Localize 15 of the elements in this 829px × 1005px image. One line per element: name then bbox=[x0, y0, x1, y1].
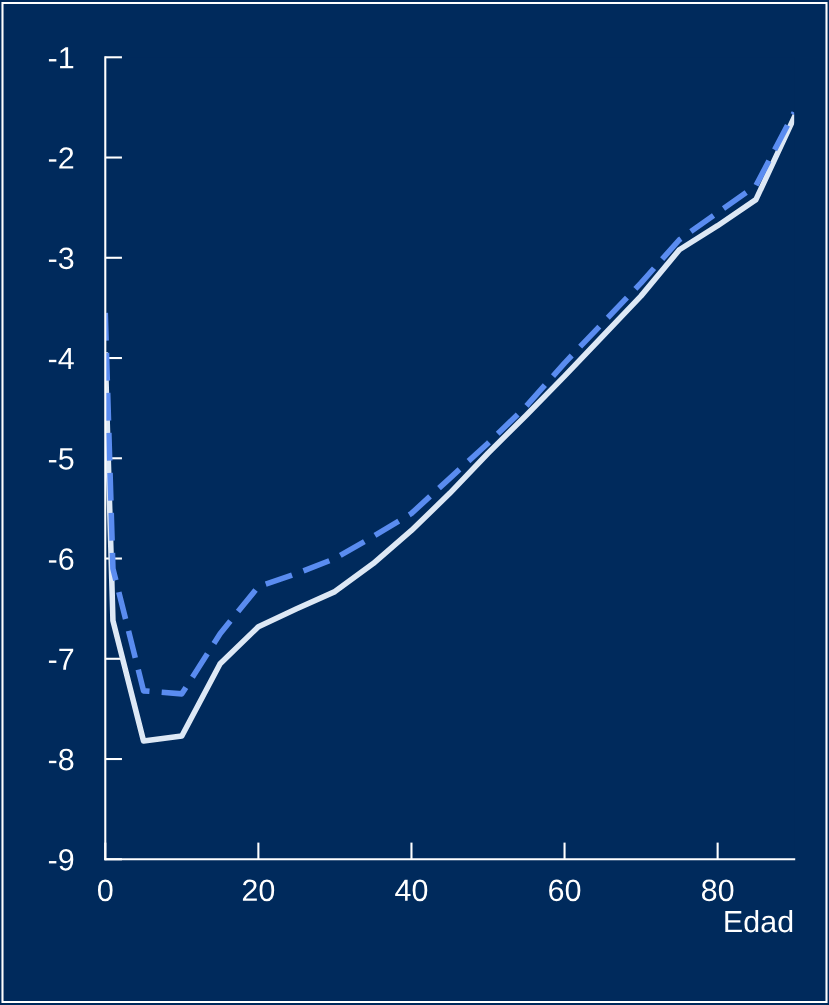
y-tick-label: -1 bbox=[48, 47, 74, 69]
x-tick-label: 80 bbox=[701, 879, 734, 902]
x-tick-label: 40 bbox=[395, 879, 428, 902]
x-tick-label: 0 bbox=[97, 879, 113, 902]
y-tick-label: -3 bbox=[48, 247, 74, 270]
y-tick-label: -4 bbox=[48, 348, 74, 370]
x-axis-title: Edad bbox=[725, 909, 793, 933]
y-tick-label: -6 bbox=[48, 548, 74, 570]
y-tick-label: -5 bbox=[48, 448, 74, 470]
y-tick-label: -2 bbox=[48, 147, 74, 169]
x-tick-label: 20 bbox=[242, 879, 275, 902]
y-tick-label: -9 bbox=[48, 849, 74, 871]
y-tick-label: -7 bbox=[48, 648, 74, 670]
y-tick-label: -8 bbox=[48, 748, 74, 771]
x-tick-label: 60 bbox=[549, 879, 581, 902]
